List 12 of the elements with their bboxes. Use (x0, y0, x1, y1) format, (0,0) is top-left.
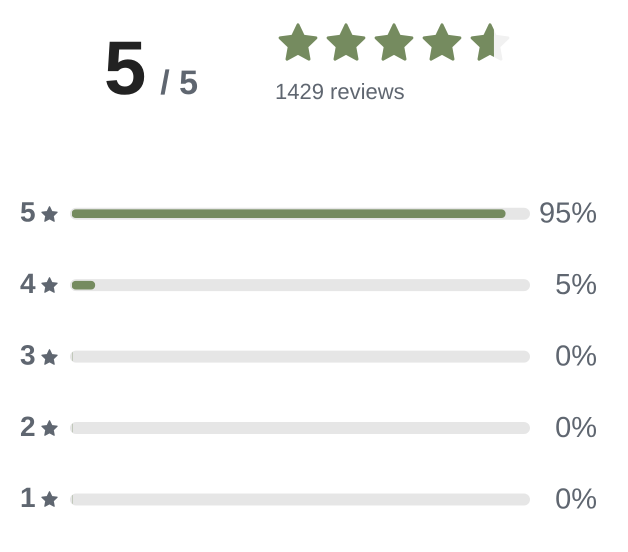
data-label: 0% (555, 340, 597, 373)
y-tick-label: 5 (20, 196, 36, 228)
data-label: 0% (555, 483, 597, 516)
y-tick-label: 1 (20, 482, 36, 514)
y-tick-label: 2 (20, 410, 36, 442)
y-tick-label: 4 (20, 268, 36, 299)
data-label: 0% (555, 412, 597, 444)
data-label: 5% (555, 269, 597, 302)
chart-subtitle: 1429 reviews (275, 79, 405, 104)
y-tick-label: 3 (20, 339, 36, 370)
data-label: 95% (538, 198, 597, 230)
chart-title: 5 / 5 (104, 26, 198, 111)
